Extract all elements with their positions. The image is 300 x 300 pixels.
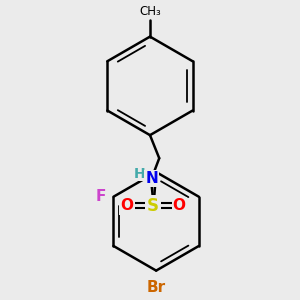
- Text: N: N: [145, 171, 158, 186]
- Text: Br: Br: [147, 280, 166, 295]
- Text: F: F: [95, 189, 106, 204]
- Text: S: S: [147, 197, 159, 215]
- Text: O: O: [120, 199, 134, 214]
- Text: O: O: [173, 199, 186, 214]
- Text: CH₃: CH₃: [139, 5, 161, 18]
- Text: H: H: [134, 167, 146, 181]
